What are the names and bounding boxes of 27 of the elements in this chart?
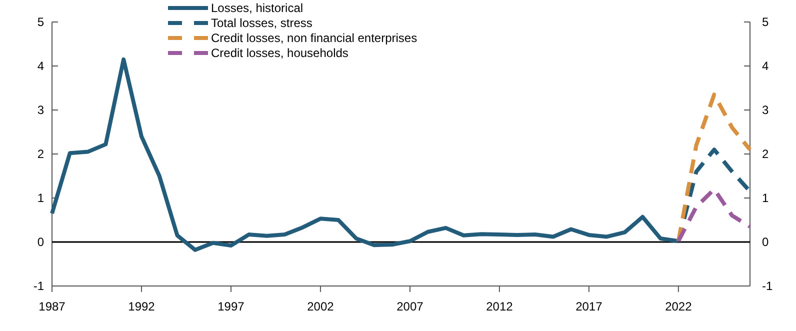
x-tick-label: 2007 — [396, 300, 424, 314]
legend-label: Total losses, stress — [211, 16, 312, 30]
y2-tick-label: 1 — [762, 190, 769, 205]
y-tick-label: 0 — [37, 234, 44, 249]
x-tick-label: 2022 — [665, 300, 692, 314]
legend-label: Credit losses, non financial enterprises — [211, 31, 418, 45]
x-tick-label: 1992 — [128, 300, 156, 314]
y2-tick-label: 4 — [762, 58, 769, 73]
y2-tick-label: 2 — [762, 146, 769, 161]
legend-label: Credit losses, households — [211, 46, 348, 60]
y2-tick-label: -1 — [762, 278, 773, 293]
y-tick-label: 2 — [37, 146, 44, 161]
legend-label: Losses, historical — [211, 1, 304, 15]
y-tick-label: 4 — [37, 58, 44, 73]
y-tick-label: 3 — [37, 102, 44, 117]
x-tick-label: 1987 — [38, 300, 66, 314]
y2-tick-label: 0 — [762, 234, 769, 249]
x-tick-label: 2012 — [486, 300, 514, 314]
line-series — [676, 92, 752, 244]
x-tick-label: 1997 — [218, 300, 245, 314]
y-tick-label: 5 — [37, 14, 44, 29]
y-tick-label: -1 — [33, 278, 44, 293]
y2-tick-label: 3 — [762, 102, 769, 117]
y-tick-label: 1 — [37, 190, 44, 205]
x-tick-label: 2017 — [576, 300, 603, 314]
x-tick-label: 2002 — [307, 300, 334, 314]
y2-tick-label: 5 — [762, 14, 769, 29]
